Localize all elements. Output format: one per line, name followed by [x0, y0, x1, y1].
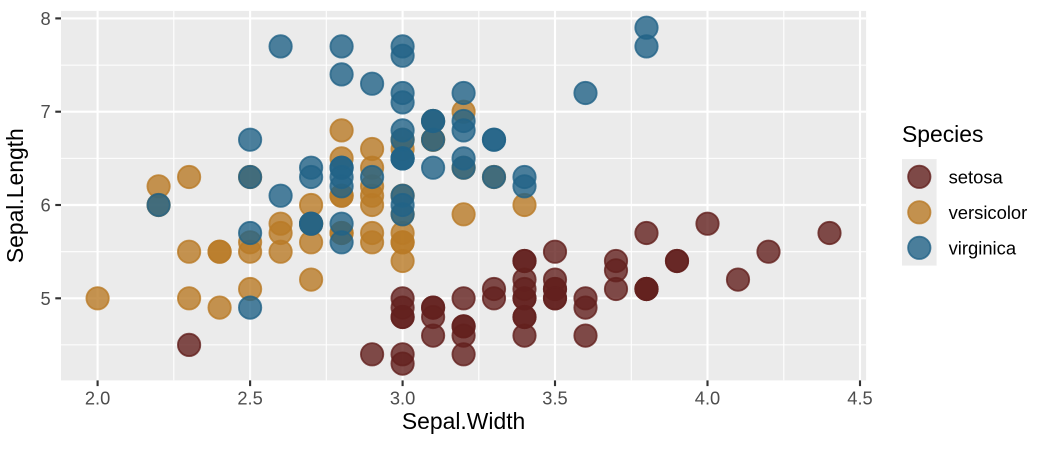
svg-text:versicolor: versicolor — [949, 202, 1028, 223]
svg-text:Sepal.Width: Sepal.Width — [402, 408, 525, 434]
svg-text:3.5: 3.5 — [542, 388, 567, 409]
svg-text:virginica: virginica — [949, 237, 1017, 258]
svg-text:4.5: 4.5 — [847, 388, 872, 409]
svg-text:2.5: 2.5 — [237, 388, 262, 409]
svg-text:3.0: 3.0 — [390, 388, 415, 409]
svg-text:setosa: setosa — [949, 166, 1004, 187]
svg-text:Sepal.Length: Sepal.Length — [2, 128, 28, 263]
svg-text:Species: Species — [902, 121, 983, 147]
svg-text:5: 5 — [41, 288, 51, 309]
svg-text:2.0: 2.0 — [85, 388, 110, 409]
svg-text:8: 8 — [41, 8, 51, 29]
svg-text:6: 6 — [41, 195, 51, 216]
svg-text:7: 7 — [41, 101, 51, 122]
svg-text:4.0: 4.0 — [695, 388, 720, 409]
